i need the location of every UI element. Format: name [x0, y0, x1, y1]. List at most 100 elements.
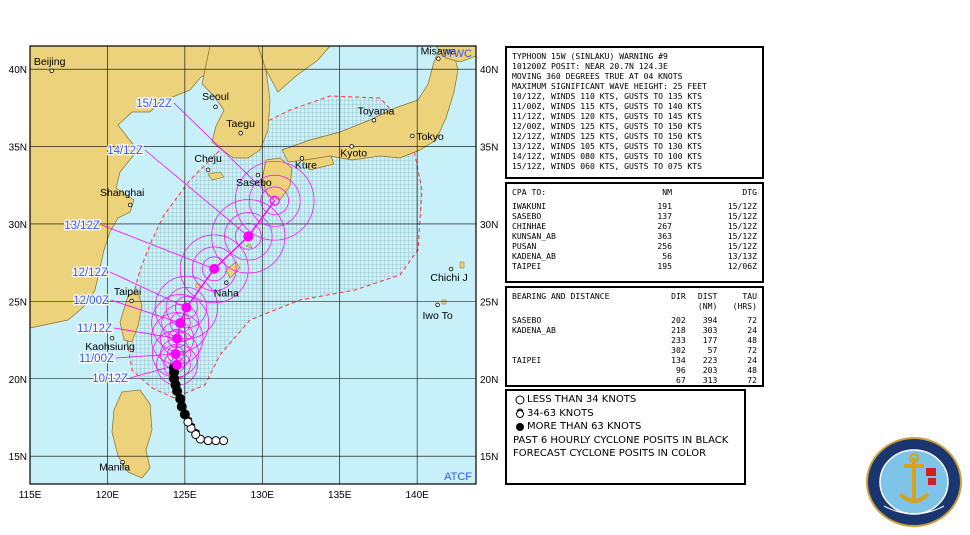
bearing-dir: 218	[671, 325, 686, 335]
cpa-row: IWAKUNI 191 15/12Z	[512, 201, 757, 211]
bearing-tau: 48	[747, 335, 757, 345]
bearing-location: SASEBO	[512, 315, 542, 325]
bearing-dir: 202	[671, 315, 686, 325]
cpa-table: CPA TO: NM DTG IWAKUNI 191 15/12Z SASEBO 137…	[512, 187, 757, 271]
forecast-time-label: 14/12Z	[107, 145, 143, 157]
bearing-tau: 24	[747, 355, 757, 365]
forecast-position-gt63	[243, 231, 254, 242]
legend-item-label: MORE THAN 63 KNOTS	[527, 421, 642, 432]
wind-radius-ring	[248, 174, 301, 227]
atcf-corner-label: ATCF	[444, 471, 472, 483]
bearing-row: KADENA_AB 218 303 24	[512, 325, 757, 335]
japan-kyushu	[261, 157, 293, 201]
forecast-position-gt63	[170, 348, 181, 359]
korea-peninsula	[201, 46, 271, 159]
place-marker	[224, 280, 229, 285]
bearing-dir: 134	[671, 355, 686, 365]
bearing-dist: 203	[702, 365, 718, 375]
bearing-dist: 57	[707, 345, 718, 355]
place-label: Beijing	[34, 56, 66, 68]
forecast-time-labels: 10/12Z 11/00Z 11/12Z 12/00Z 12/12Z 13/12Z 14/1…	[63, 97, 173, 387]
forecast-label-leaders	[101, 102, 275, 379]
legend-lt34-icon	[513, 395, 527, 405]
forecast-position-gt63	[175, 318, 186, 329]
place-label: Taipei	[114, 286, 141, 298]
forecast-time-label: 11/00Z	[79, 353, 114, 365]
past-position-lt34	[211, 436, 221, 446]
bearing-row: SASEBO 202 394 72	[512, 315, 757, 325]
place-label: Kaohsiung	[85, 341, 135, 353]
place-label: Misawa	[421, 46, 457, 58]
warning-line: 15/12Z, WINDS 060 KTS, GUSTS TO 075 KTS	[512, 161, 703, 171]
cpa-nm: 56	[662, 251, 672, 261]
past-position-lt34	[219, 436, 229, 446]
forecast-label-leader	[110, 299, 181, 324]
forecast-label-leader	[173, 102, 275, 202]
bearing-location	[512, 345, 662, 355]
cpa-location: TAIPEI	[512, 261, 542, 271]
jtwc-seal-logo	[866, 437, 962, 527]
bearing-header-dist: DIST	[697, 291, 718, 301]
cpa-location: IWAKUNI	[512, 201, 547, 211]
legend-item-label: LESS THAN 34 KNOTS	[527, 394, 637, 405]
forecast-position-gt63	[181, 302, 192, 313]
forecast-time-label: 12/12Z	[72, 267, 108, 279]
legend-note: FORECAST CYCLONE POSITS IN COLOR	[513, 448, 707, 459]
legend-note: PAST 6 HOURLY CYCLONE POSITS IN BLACK	[513, 434, 729, 446]
legend-item: MORE THAN 63 KNOTS	[513, 420, 738, 434]
place-label: Tokyo	[416, 131, 444, 143]
bearing-location: TAIPEI	[512, 355, 542, 365]
wind-radius-ring	[211, 199, 286, 274]
bearing-table: BEARING AND DISTANCE DIR DIST TAU (NM) (…	[512, 291, 757, 385]
cpa-nm: 267	[657, 221, 672, 231]
place-label: Naha	[214, 288, 239, 300]
lat-label-left: 25N	[9, 297, 27, 308]
place-marker	[410, 133, 415, 139]
place-marker	[238, 130, 243, 136]
place-label: Taegu	[226, 118, 255, 130]
forecast-time-label: 10/12Z	[92, 373, 128, 385]
place-marker	[205, 167, 211, 173]
wind-radius-ring	[224, 212, 273, 261]
place-marker	[213, 104, 218, 110]
lon-label: 120E	[96, 490, 120, 501]
place-marker	[255, 172, 261, 178]
bearing-subheader-dist: (NM)	[697, 301, 718, 311]
cpa-location: SASEBO	[512, 211, 542, 221]
warning-line: 14/12Z, WINDS 080 KTS, GUSTS TO 100 KTS	[512, 151, 703, 161]
cpa-row: PUSAN 256 15/12Z	[512, 241, 757, 251]
bearing-tau: 48	[747, 365, 757, 375]
forecast-time-label: 11/12Z	[77, 323, 112, 335]
place-label: Kure	[295, 159, 317, 171]
place-marker	[109, 336, 115, 341]
bearing-dist: 223	[702, 355, 718, 365]
cpa-dtg: 15/12Z	[727, 211, 757, 221]
bearing-row: TAIPEI 134 223 24	[512, 355, 757, 365]
bearing-dist: 394	[702, 315, 718, 325]
cpa-dtg: 12/06Z	[727, 261, 757, 271]
wind-radius-ring	[201, 256, 227, 282]
legend-34to63-icon	[513, 407, 527, 419]
wind-radius-ring	[234, 160, 315, 241]
wind-radius-ring	[191, 246, 237, 292]
warning-line: 12/12Z, WINDS 125 KTS, GUSTS TO 150 KTS	[512, 131, 703, 141]
cpa-header-label: CPA TO:	[512, 187, 547, 197]
forecast-time-label: 13/12Z	[64, 220, 100, 232]
warning-line: 10/12Z, WINDS 110 KTS, GUSTS TO 135 KTS	[512, 91, 703, 101]
cpa-row: KUNSAN_AB 363 15/12Z	[512, 231, 757, 241]
typhoon-warning-map: Beijing Seoul Taegu Cheju Sasebo Kure Kyoto Toy…	[9, 45, 498, 501]
wind-radius-ring	[151, 294, 210, 352]
place-marker	[349, 144, 354, 149]
bearing-dir: 67	[676, 375, 686, 385]
bearing-tau: 24	[747, 325, 757, 335]
bearing-tau: 72	[747, 375, 757, 385]
cpa-dtg: 15/12Z	[727, 201, 757, 211]
bearing-subheader-dir	[662, 301, 686, 311]
legend-item-label: 34-63 KNOTS	[527, 407, 594, 419]
cpa-dtg: 15/12Z	[727, 231, 757, 241]
bearing-row: 233 177 48	[512, 335, 757, 345]
cpa-row: TAIPEI 195 12/06Z	[512, 261, 757, 271]
warning-line: TYPHOON 15W (SINLAKU) WARNING #9	[512, 51, 668, 61]
bearing-row: 302 57 72	[512, 345, 757, 355]
place-marker	[129, 298, 134, 304]
